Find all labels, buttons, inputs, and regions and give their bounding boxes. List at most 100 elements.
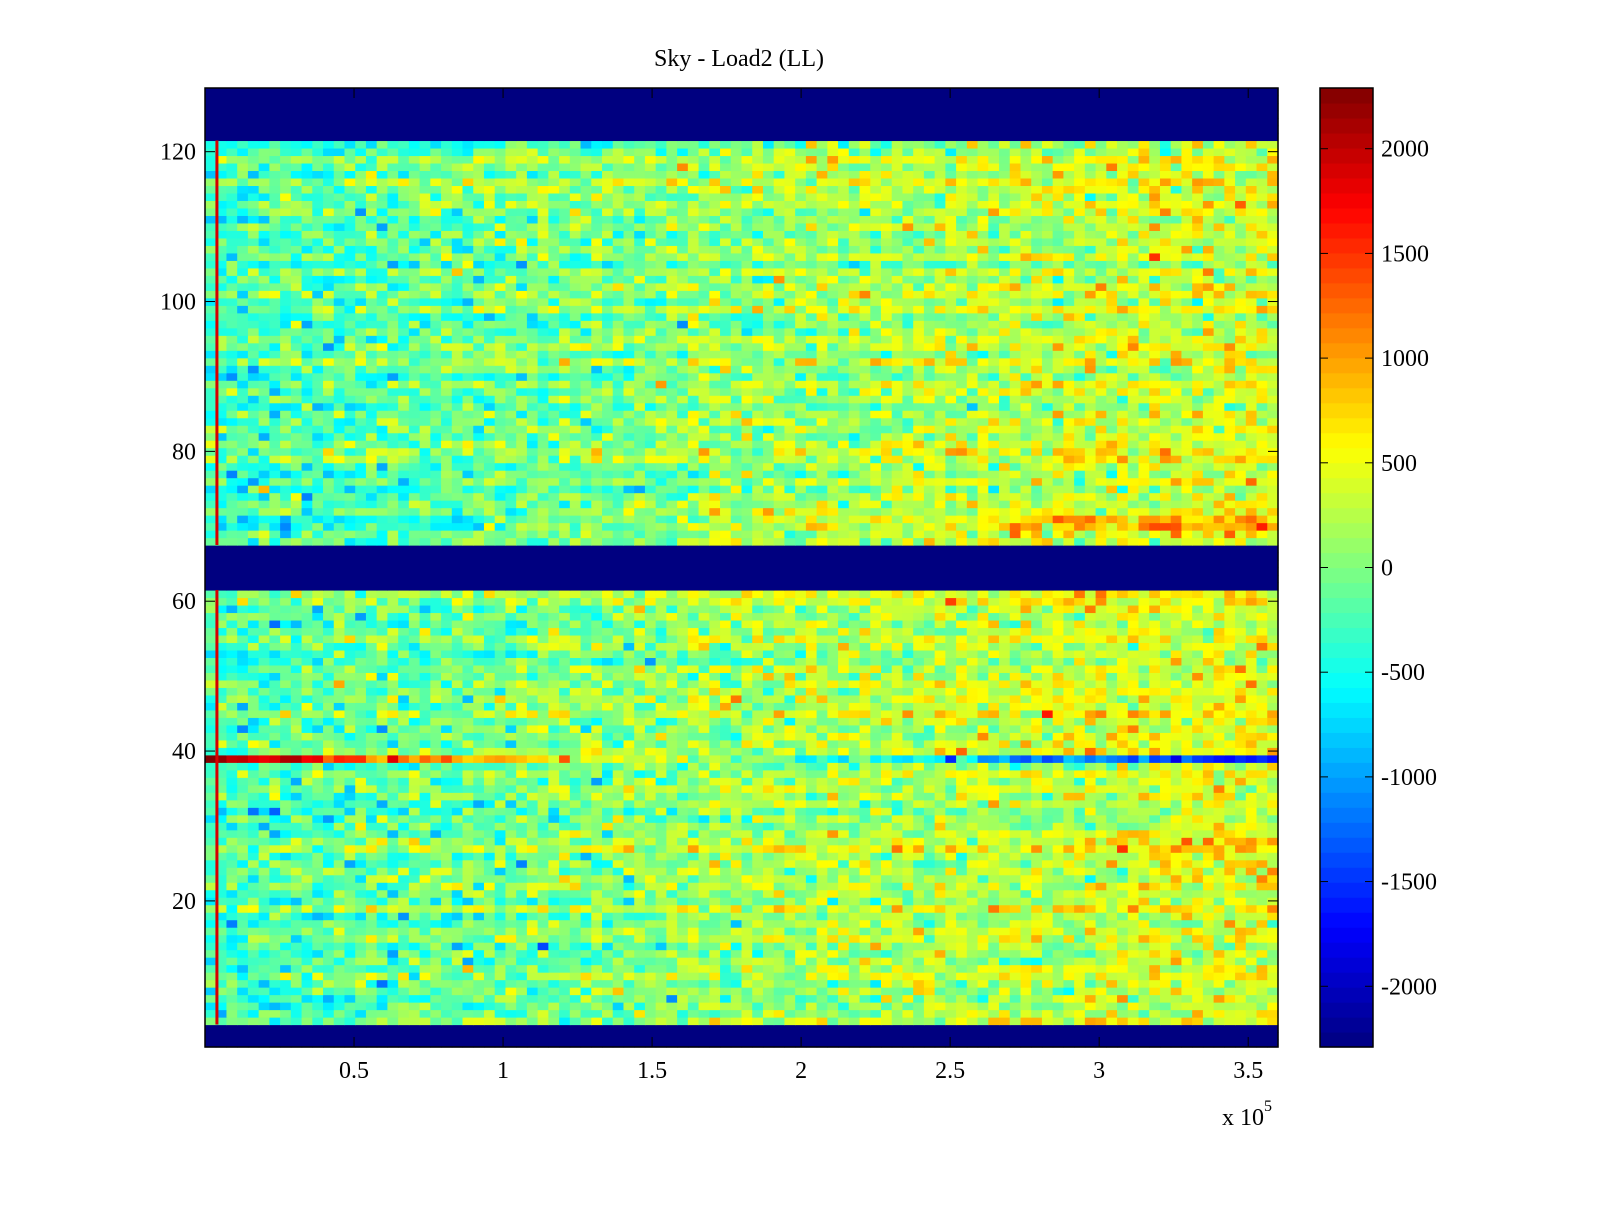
heatmap-cell — [730, 724, 743, 733]
heatmap-cell — [1041, 859, 1054, 868]
heatmap-cell — [205, 709, 217, 718]
heatmap-cell — [1159, 1039, 1172, 1048]
heatmap-cell — [580, 769, 592, 778]
heatmap-cell — [215, 679, 228, 688]
heatmap-cell — [258, 1039, 270, 1048]
heatmap-cell — [591, 1024, 603, 1033]
heatmap-cell — [999, 942, 1011, 951]
heatmap-cell — [709, 829, 721, 838]
heatmap-cell — [408, 784, 421, 793]
heatmap-cell — [999, 889, 1011, 898]
heatmap-cell — [494, 904, 507, 913]
heatmap-cell — [677, 979, 689, 988]
heatmap-cell — [709, 709, 721, 718]
heatmap-cell — [1202, 754, 1215, 763]
heatmap-cell — [1159, 814, 1172, 823]
heatmap-cell — [1213, 807, 1225, 816]
heatmap-cell — [269, 912, 281, 921]
heatmap-cell — [687, 822, 700, 831]
heatmap-cell — [1202, 829, 1215, 838]
heatmap-cell — [698, 942, 710, 951]
heatmap-cell — [1041, 844, 1054, 853]
heatmap-cell — [408, 949, 421, 958]
heatmap-cell — [569, 694, 582, 703]
heatmap-cell — [1192, 724, 1204, 733]
heatmap-cell — [1063, 724, 1075, 733]
heatmap-cell — [419, 919, 431, 928]
heatmap-cell — [462, 837, 474, 846]
heatmap-cell — [1138, 882, 1150, 891]
heatmap-cell — [1084, 919, 1097, 928]
heatmap-cell — [1267, 934, 1279, 943]
heatmap-cell — [891, 702, 904, 711]
heatmap-cell — [891, 724, 904, 733]
heatmap-cell — [816, 979, 828, 988]
heatmap-cell — [1138, 867, 1150, 876]
heatmap-cell — [730, 702, 743, 711]
heatmap-cell — [880, 762, 893, 771]
heatmap-cell — [247, 672, 260, 681]
heatmap-cell — [290, 994, 303, 1003]
heatmap-cell — [698, 852, 710, 861]
heatmap-cell — [516, 1032, 528, 1041]
heatmap-cell — [1138, 672, 1150, 681]
heatmap-cell — [344, 882, 356, 891]
heatmap-cell — [1041, 867, 1054, 876]
heatmap-cell — [752, 994, 764, 1003]
heatmap-cell — [1192, 709, 1204, 718]
heatmap-cell — [677, 912, 689, 921]
heatmap-cell — [1084, 762, 1097, 771]
heatmap-cell — [537, 882, 549, 891]
heatmap-cell — [1074, 1002, 1086, 1011]
heatmap-cell — [430, 852, 442, 861]
heatmap-cell — [419, 904, 431, 913]
heatmap-cell — [923, 769, 936, 778]
heatmap-cell — [344, 702, 356, 711]
heatmap-cell — [698, 822, 710, 831]
heatmap-cell — [848, 942, 861, 951]
heatmap-cell — [483, 717, 496, 726]
heatmap-cell — [1031, 934, 1043, 943]
heatmap-cell — [913, 814, 925, 823]
heatmap-cell — [644, 717, 657, 726]
heatmap-cell — [634, 829, 646, 838]
heatmap-cell — [483, 957, 496, 966]
heatmap-cell — [408, 822, 421, 831]
heatmap-cell — [483, 679, 496, 688]
heatmap-cell — [698, 882, 710, 891]
heatmap-cell — [1245, 694, 1258, 703]
heatmap-cell — [1020, 994, 1032, 1003]
heatmap-cell — [258, 784, 270, 793]
heatmap-cell — [698, 979, 710, 988]
heatmap-cell — [398, 679, 410, 688]
heatmap-cell — [913, 807, 925, 816]
heatmap-cell — [730, 784, 743, 793]
heatmap-cell — [870, 942, 882, 951]
heatmap-cell — [634, 957, 646, 966]
heatmap-cell — [870, 852, 882, 861]
heatmap-cell — [441, 979, 453, 988]
heatmap-cell — [913, 1024, 925, 1033]
heatmap-cell — [1117, 717, 1129, 726]
heatmap-cell — [280, 807, 292, 816]
heatmap-cell — [891, 897, 904, 906]
heatmap-cell — [494, 694, 507, 703]
heatmap-cell — [634, 694, 646, 703]
heatmap-cell — [773, 702, 786, 711]
heatmap-cell — [805, 724, 818, 733]
heatmap-cell — [923, 717, 936, 726]
heatmap-cell — [376, 844, 389, 853]
heatmap-cell — [1181, 754, 1193, 763]
heatmap-cell — [1192, 784, 1204, 793]
heatmap-cell — [966, 672, 979, 681]
heatmap-cell — [848, 822, 861, 831]
heatmap-cell — [1020, 859, 1032, 868]
heatmap-cell — [419, 709, 431, 718]
heatmap-cell — [666, 724, 678, 733]
heatmap-cell — [1224, 754, 1236, 763]
heatmap-cell — [269, 747, 281, 756]
heatmap-cell — [827, 1009, 839, 1018]
heatmap-cell — [891, 882, 904, 891]
heatmap-cell — [441, 942, 453, 951]
heatmap-cell — [1063, 859, 1075, 868]
